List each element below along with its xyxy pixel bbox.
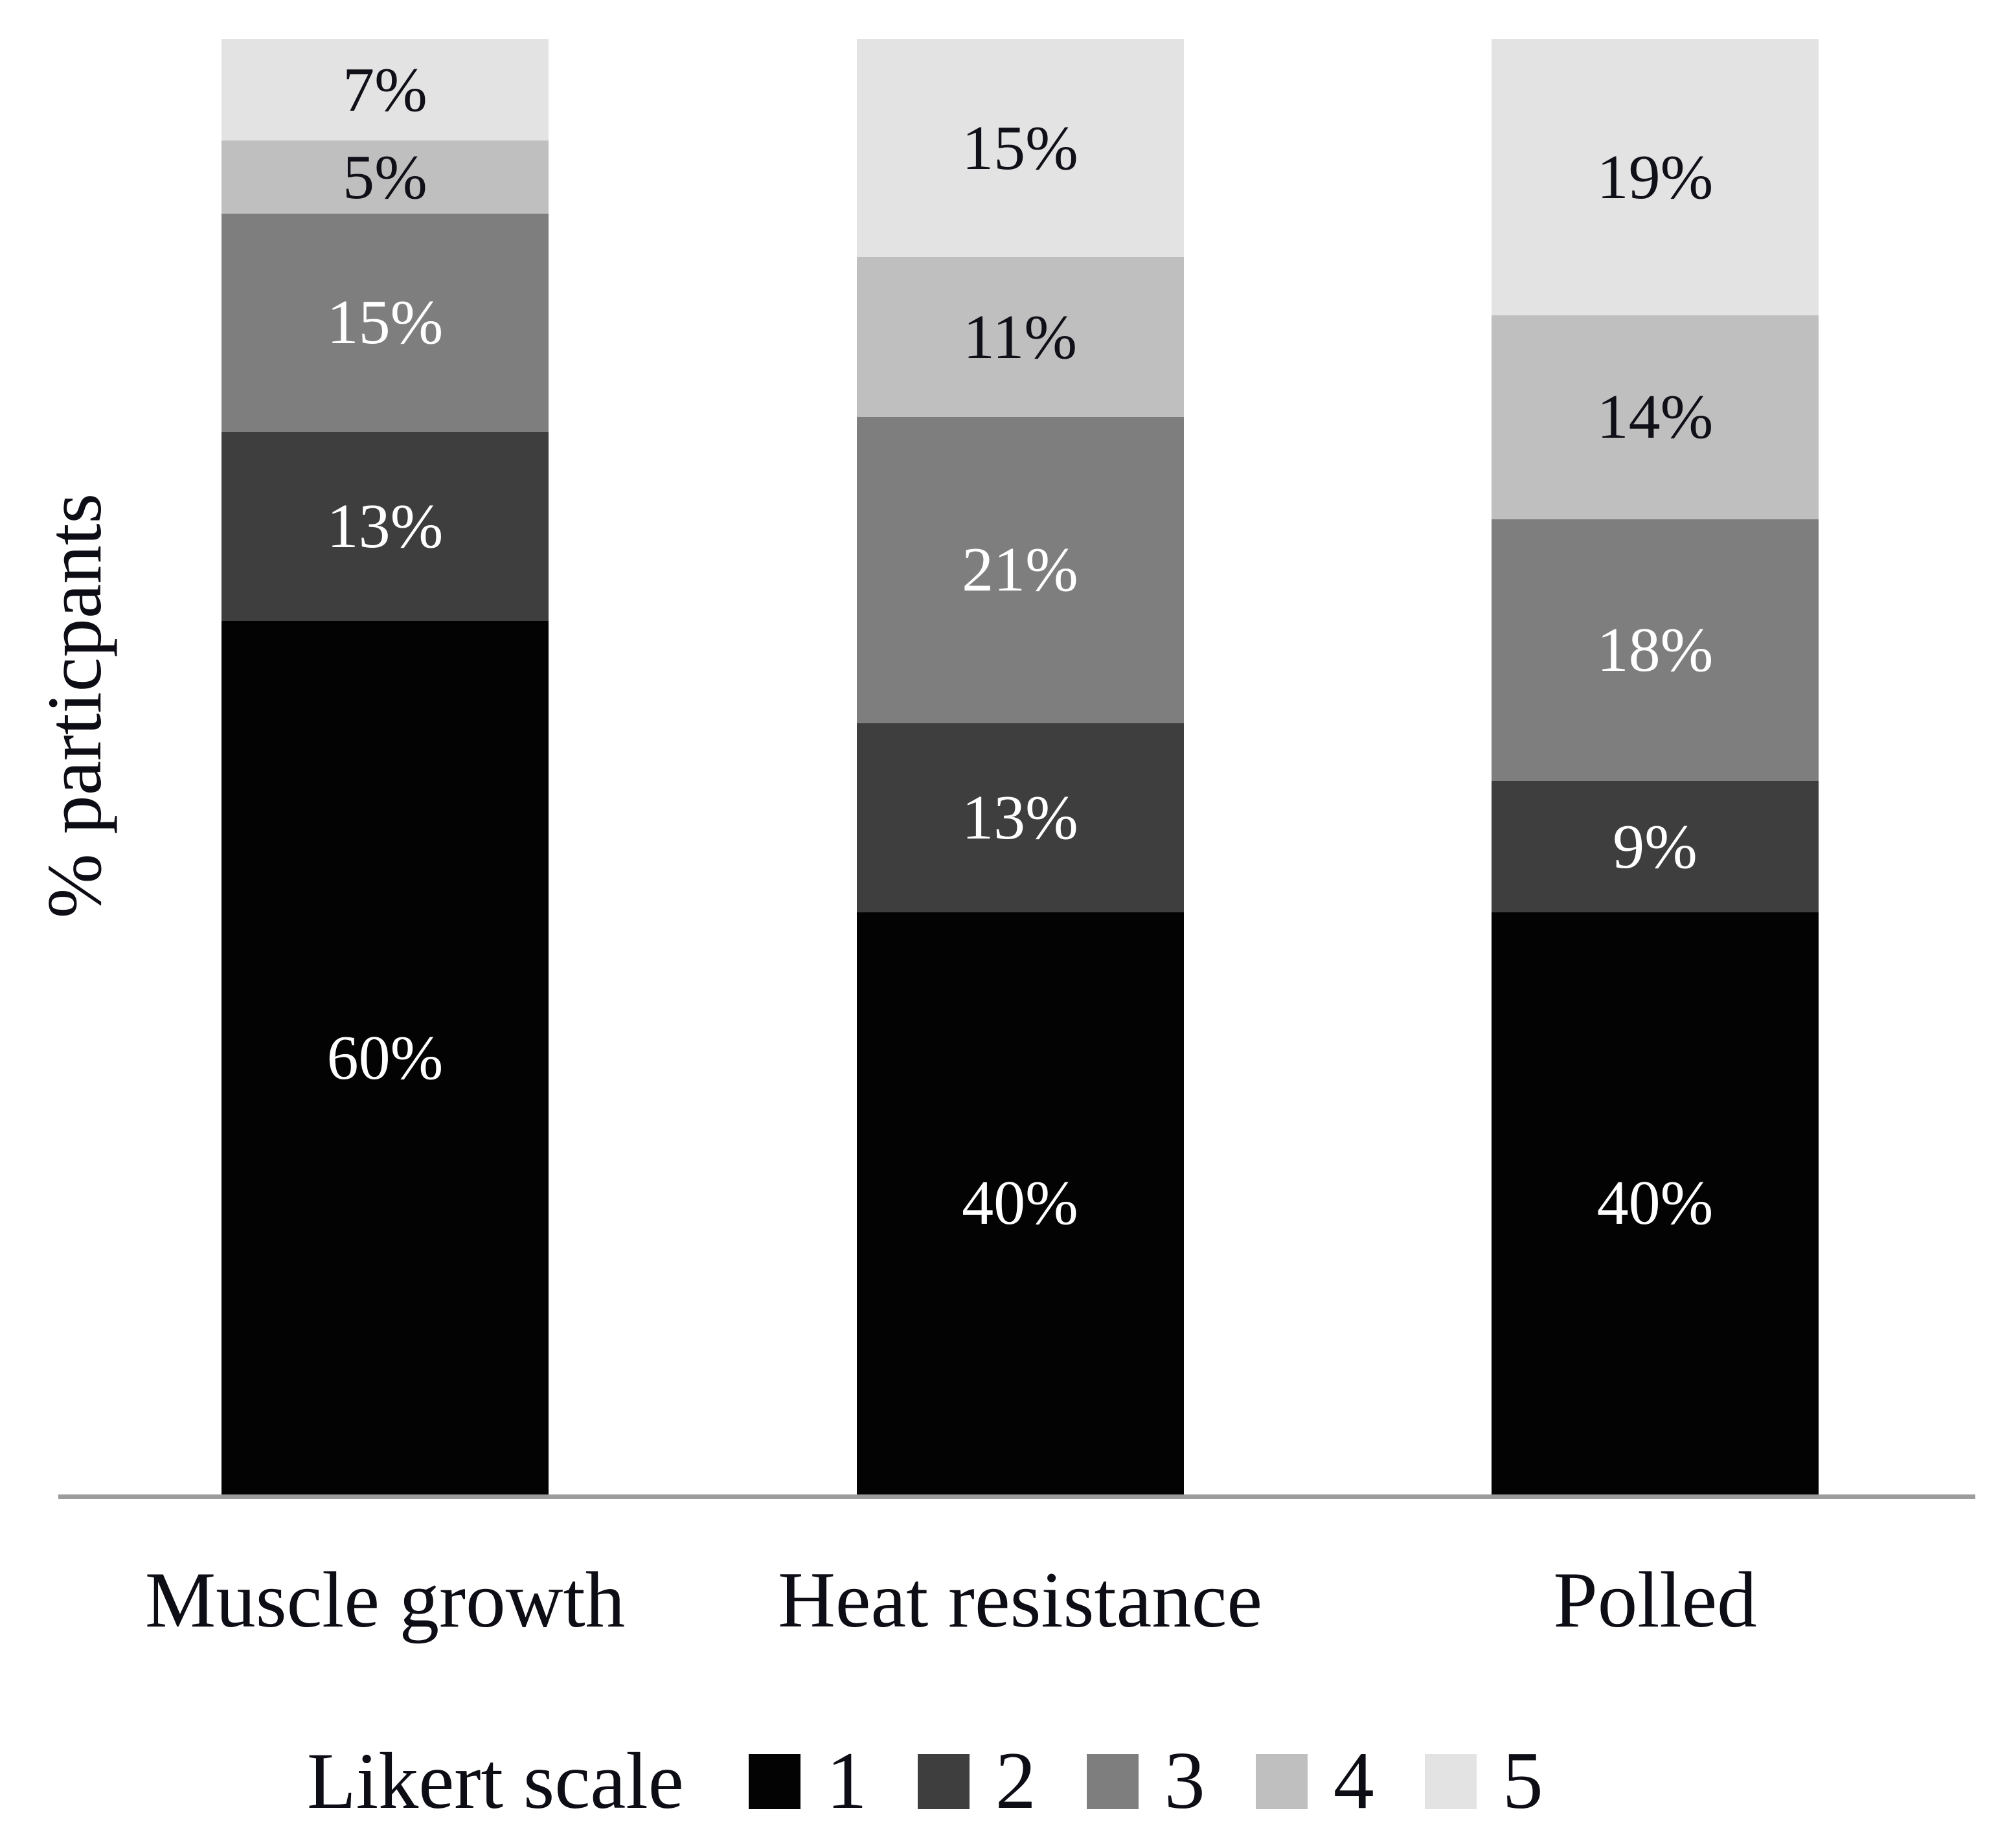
segment-value-label: 40% — [1596, 1168, 1714, 1239]
legend-title: Likert scale — [307, 1737, 684, 1825]
plot-area: 7% 5% 15% 13% 60% 15% 11% 21% 13% 40% 19% 14% 18% 9% 4… — [58, 39, 1975, 1643]
bar-segment-likert-5: 19% — [1492, 39, 1819, 316]
segment-value-label: 13% — [962, 782, 1078, 853]
segment-value-label: 14% — [1596, 382, 1714, 453]
legend-item-3: 3 — [1086, 1736, 1205, 1826]
bar-segment-likert-1: 60% — [221, 621, 549, 1494]
bar-segment-likert-4: 11% — [856, 257, 1184, 418]
segment-value-label: 11% — [963, 302, 1077, 372]
bar-polled: 19% 14% 18% 9% 40% — [1492, 39, 1819, 1494]
bar-segment-likert-4: 5% — [221, 141, 549, 214]
bar-segment-likert-5: 15% — [856, 39, 1184, 258]
bar-segment-likert-3: 18% — [1492, 519, 1819, 782]
category-label: Heat resistance — [778, 1555, 1262, 1644]
legend-entry-label: 2 — [995, 1736, 1036, 1826]
category-label: Polled — [1553, 1555, 1757, 1644]
bar-muscle-growth: 7% 5% 15% 13% 60% — [221, 39, 549, 1494]
category-label: Muscle growth — [144, 1555, 626, 1644]
legend-item-5: 5 — [1424, 1736, 1543, 1826]
legend-swatch-4 — [1255, 1753, 1308, 1809]
segment-value-label: 7% — [343, 54, 427, 125]
category-cell-polled: Polled — [1492, 1555, 1819, 1644]
segment-value-label: 5% — [343, 142, 427, 212]
legend-item-4: 4 — [1255, 1736, 1374, 1826]
legend-swatch-5 — [1424, 1753, 1477, 1809]
segment-value-label: 18% — [1596, 615, 1714, 686]
legend-item-1: 1 — [748, 1736, 867, 1826]
bar-segment-likert-5: 7% — [221, 39, 549, 141]
bar-segment-likert-3: 21% — [856, 417, 1184, 723]
bar-segment-likert-2: 9% — [1492, 781, 1819, 912]
legend-entry-label: 4 — [1333, 1736, 1374, 1826]
legend-swatch-1 — [748, 1753, 800, 1809]
segment-value-label: 13% — [326, 491, 444, 562]
segment-value-label: 19% — [1596, 142, 1714, 212]
bar-segment-likert-2: 13% — [856, 723, 1184, 912]
bars-container: 7% 5% 15% 13% 60% 15% 11% 21% 13% 40% 19% 14% 18% 9% 4… — [58, 39, 1975, 1494]
legend-entry-label: 1 — [826, 1736, 867, 1826]
bar-segment-likert-4: 14% — [1492, 315, 1819, 519]
bar-segment-likert-1: 40% — [856, 912, 1184, 1494]
legend-entry-label: 5 — [1502, 1736, 1543, 1826]
segment-value-label: 9% — [1613, 811, 1697, 882]
segment-value-label: 60% — [326, 1022, 444, 1093]
legend-swatch-2 — [917, 1753, 970, 1809]
category-cell-muscle-growth: Muscle growth — [145, 1556, 625, 1644]
legend-swatch-3 — [1086, 1753, 1139, 1809]
segment-value-label: 21% — [962, 535, 1078, 605]
segment-value-label: 15% — [962, 113, 1078, 183]
segment-value-label: 40% — [962, 1168, 1078, 1239]
segment-value-label: 15% — [326, 287, 444, 358]
bar-segment-likert-1: 40% — [1492, 912, 1819, 1494]
category-cell-heat-resistance: Heat resistance — [778, 1556, 1262, 1644]
bar-segment-likert-3: 15% — [221, 213, 549, 432]
x-axis-line — [58, 1494, 1975, 1499]
legend-entry-label: 3 — [1164, 1736, 1205, 1826]
category-labels: Muscle growth Heat resistance Polled — [58, 1555, 1975, 1644]
legend-items: 1 2 3 4 5 — [748, 1736, 1543, 1826]
bar-heat-resistance: 15% 11% 21% 13% 40% — [856, 39, 1184, 1494]
legend-item-2: 2 — [917, 1736, 1036, 1826]
bar-segment-likert-2: 13% — [221, 431, 549, 622]
